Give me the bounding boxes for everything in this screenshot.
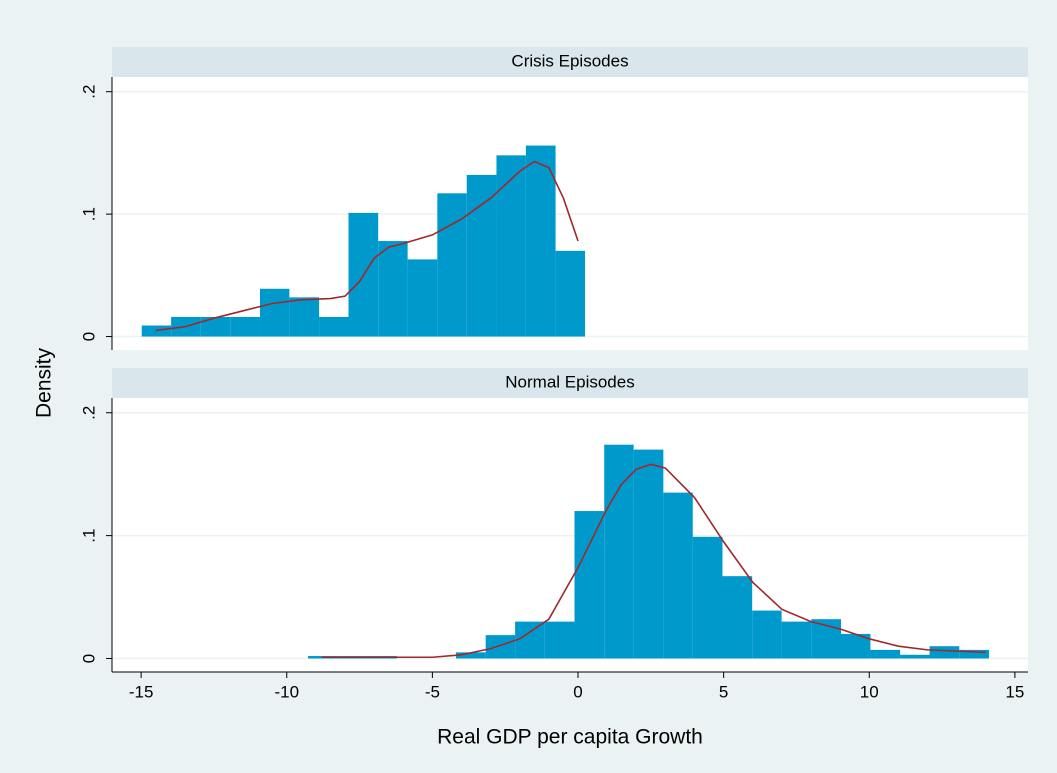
bar	[259, 288, 290, 337]
x-tick-label: -15	[129, 682, 154, 701]
bar	[555, 250, 585, 337]
bar	[574, 511, 605, 659]
bar	[633, 449, 664, 659]
y-tick-label: .2	[79, 406, 98, 420]
x-tick-label: 10	[860, 682, 879, 701]
bar	[722, 576, 753, 659]
bar	[230, 316, 260, 337]
bar	[496, 155, 526, 337]
bar	[752, 610, 782, 659]
density-line	[155, 160, 579, 332]
bar	[900, 654, 930, 659]
bar	[319, 316, 349, 337]
y-tick-label: .1	[79, 529, 98, 543]
panel-title: Crisis Episodes	[511, 51, 628, 70]
panel-header	[112, 368, 1028, 398]
bar	[929, 646, 960, 659]
bar	[200, 316, 231, 337]
x-tick-label: -10	[274, 682, 299, 701]
y-tick-label: 0	[79, 332, 98, 341]
bar	[437, 193, 467, 337]
bar	[378, 241, 408, 337]
panel-header	[112, 47, 1028, 77]
panel-title: Normal Episodes	[505, 372, 634, 391]
bar	[515, 621, 545, 659]
bar	[544, 621, 575, 659]
bar	[781, 621, 812, 659]
y-tick-label: .2	[79, 85, 98, 99]
x-tick-label: 15	[1005, 682, 1024, 701]
x-tick-label: -5	[425, 682, 440, 701]
y-tick-label: .1	[79, 207, 98, 221]
bar	[485, 635, 516, 659]
bar	[407, 259, 438, 337]
x-tick-label: 5	[719, 682, 728, 701]
bar	[959, 649, 989, 659]
density-line	[321, 463, 986, 659]
bar	[870, 649, 901, 659]
bar	[692, 536, 723, 659]
bar	[289, 297, 320, 337]
y-axis-label: Density	[33, 347, 56, 418]
bar	[466, 174, 497, 337]
bar	[663, 492, 693, 659]
x-axis-label: Real GDP per capita Growth	[437, 726, 703, 749]
bar	[525, 145, 556, 337]
y-tick-label: 0	[79, 654, 98, 663]
bar	[455, 652, 486, 659]
x-tick-label: 0	[573, 682, 582, 701]
bar	[604, 444, 634, 659]
